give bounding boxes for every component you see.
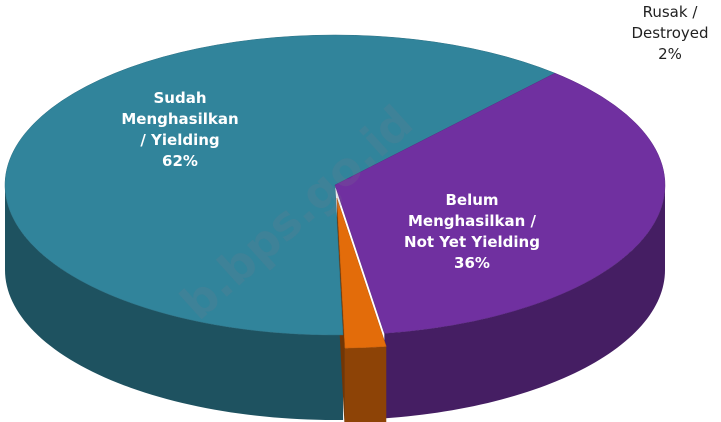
slice-label: Belum Menghasilkan / Not Yet Yielding 36% [402,190,542,274]
slice-label: Rusak / Destroyed 2% [622,2,718,65]
slice-label-name: Sudah Menghasilkan / Yielding [121,89,239,149]
slice-label-value: 36% [454,254,490,272]
slice-side [384,185,665,419]
slice-side [5,185,344,420]
slice-label-name: Rusak / Destroyed [631,3,709,42]
slice-label-value: 62% [162,152,198,170]
slice [334,72,666,334]
slice [336,198,387,349]
slice-label-value: 2% [658,45,682,63]
slice [4,34,556,336]
slice-side [344,346,387,422]
slice-label: Sudah Menghasilkan / Yielding 62% [120,88,240,172]
slice-label-name: Belum Menghasilkan / Not Yet Yielding [404,191,540,251]
